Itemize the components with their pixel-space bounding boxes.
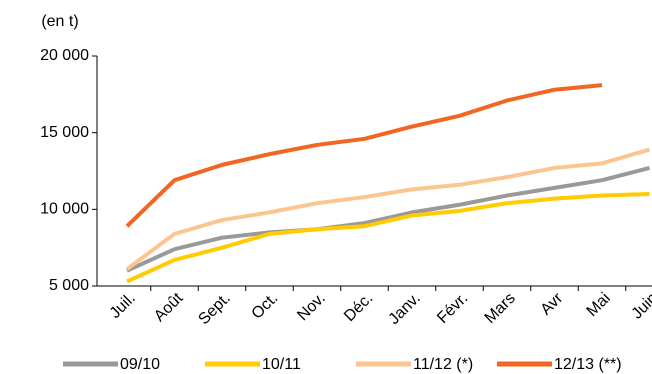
y-tick-label: 20 000 xyxy=(40,47,89,64)
y-tick-label: 5 000 xyxy=(49,277,89,294)
x-tick-label: Oct. xyxy=(249,290,282,323)
series-line xyxy=(126,192,650,284)
series-line xyxy=(125,147,651,271)
x-tick-label: Déc. xyxy=(341,290,376,325)
legend-label: 10/11 xyxy=(262,356,301,373)
series-line xyxy=(126,165,651,273)
y-axis-label: (en t) xyxy=(41,13,78,30)
legend-label: 09/10 xyxy=(120,356,160,373)
x-tick-label: Août xyxy=(151,289,187,325)
y-tick-label: 15 000 xyxy=(40,124,89,141)
x-tick-label: Mars xyxy=(482,290,519,327)
legend-label: 12/13 (**) xyxy=(554,356,622,373)
y-tick-label: 10 000 xyxy=(40,201,89,218)
x-tick-label: Sept. xyxy=(195,290,233,328)
x-tick-label: Févr. xyxy=(434,290,471,327)
x-tick-label: Janv. xyxy=(386,290,424,328)
x-tick-label: Mai xyxy=(584,290,614,320)
series-line xyxy=(125,83,603,228)
x-tick-label: Juil. xyxy=(107,290,139,322)
x-tick-label: Avr xyxy=(538,289,567,318)
x-tick-label: Nov. xyxy=(294,290,328,324)
legend-label: 11/12 (*) xyxy=(413,356,473,373)
x-tick-label: Juin xyxy=(629,290,652,323)
